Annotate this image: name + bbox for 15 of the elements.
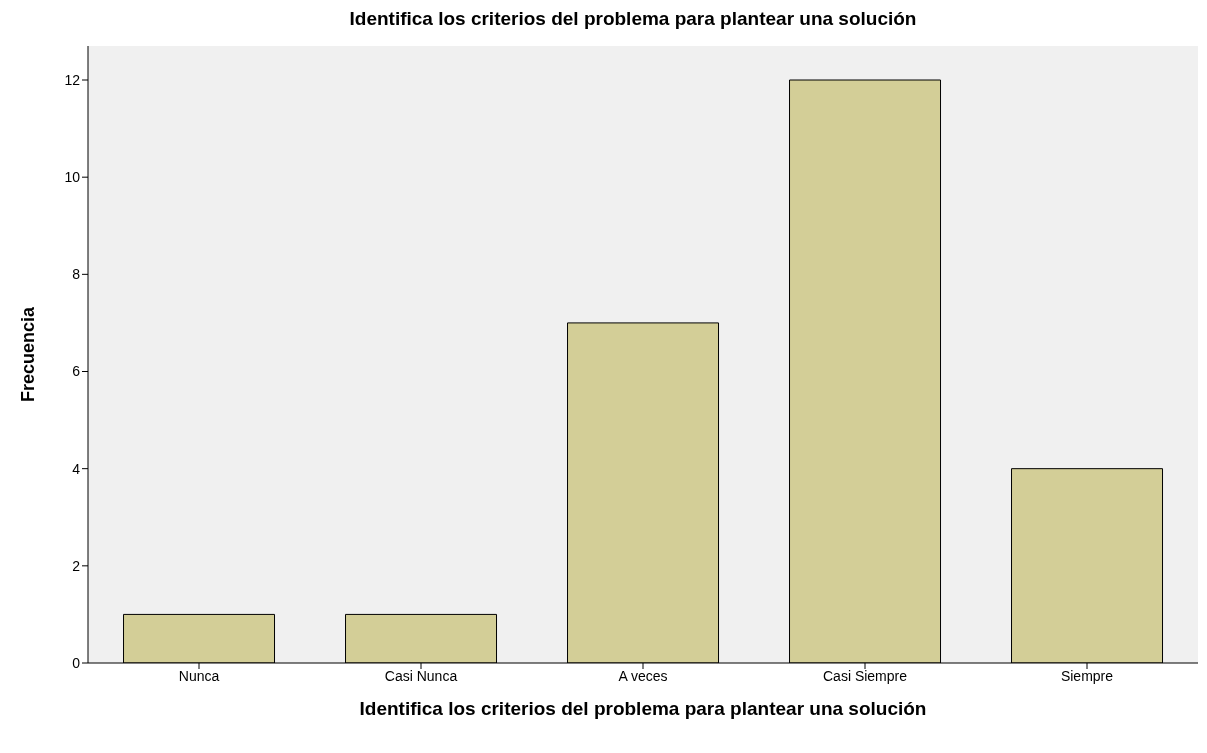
x-tick-label: Casi Nunca bbox=[384, 667, 458, 684]
y-tick-label: 4 bbox=[72, 460, 81, 477]
y-tick-label: 2 bbox=[72, 557, 81, 574]
x-tick-label: Nunca bbox=[178, 667, 220, 684]
y-tick-label: 0 bbox=[72, 654, 81, 671]
y-tick-label: 6 bbox=[72, 363, 81, 380]
x-tick-label: Casi Siempre bbox=[822, 667, 908, 684]
chart-title: Identifica los criterios del problema para plantear una solución bbox=[348, 8, 918, 31]
y-tick-label: 8 bbox=[72, 266, 81, 283]
x-tick-label: Siempre bbox=[1060, 667, 1114, 684]
y-tick-label: 12 bbox=[64, 71, 81, 88]
x-axis-title: Identifica los criterios del problema para plantear una solución bbox=[358, 698, 928, 720]
y-axis-title: Frecuencia bbox=[18, 305, 39, 403]
x-tick-label: A veces bbox=[618, 667, 668, 684]
y-tick-label: 10 bbox=[64, 169, 81, 186]
